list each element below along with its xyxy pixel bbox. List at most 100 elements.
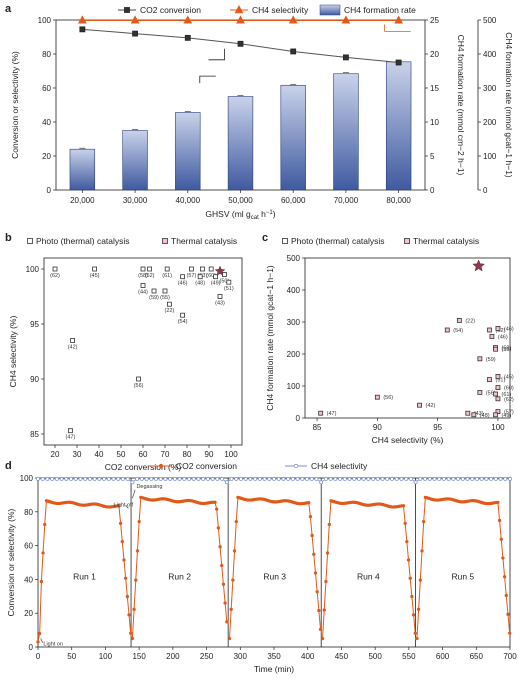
this-work-star-c: [472, 259, 486, 272]
conversion-point-d: [137, 520, 141, 524]
selectivity-point-d: [116, 476, 121, 481]
xtick-label-b: 30: [73, 450, 82, 459]
conversion-line-d: [322, 500, 416, 639]
conversion-point-d: [118, 521, 123, 525]
point-ref-b: (62): [50, 273, 60, 279]
point-ref-b: (57): [187, 273, 197, 279]
data-point-b: [164, 266, 170, 272]
xtick-label-d: 500: [368, 652, 382, 661]
conversion-point: [290, 48, 297, 55]
xlabel-a: GHSV (ml gcat h−1): [205, 209, 275, 221]
conversion-point-d: [220, 563, 224, 568]
rate-bar: [280, 84, 306, 191]
conversion-point-d: [39, 579, 44, 584]
selectivity-point-d: [432, 476, 437, 481]
point-ref-b: (44): [138, 290, 148, 296]
legend-marker-selectivity: [234, 4, 244, 14]
point-ref-c: (55): [502, 347, 512, 353]
rate-bar: [69, 148, 96, 191]
selectivity-point-d: [267, 476, 272, 481]
selectivity-point-d: [333, 476, 338, 481]
selectivity-point-d: [73, 476, 78, 481]
ytick-label-d: 100: [20, 474, 34, 483]
data-point-b: [217, 294, 223, 299]
legend-label-conversion: CO2 conversion: [140, 5, 201, 15]
conversion-point-d: [318, 627, 323, 631]
run-label: Run 2: [168, 571, 191, 581]
ytick-label-right2: 100: [483, 152, 497, 161]
point-ref-b: (46): [178, 281, 188, 287]
ytick-label-b: 95: [30, 320, 39, 329]
xtick-label-b: 60: [139, 450, 148, 459]
conversion-point-d: [420, 549, 424, 553]
selectivity-point-d: [144, 476, 149, 481]
ytick-label-c: 300: [287, 318, 301, 327]
ytick-label-right1: 20: [430, 50, 439, 59]
selectivity-point-d: [342, 476, 347, 481]
legend-label-thermal-c: Thermal catalysis: [413, 236, 479, 246]
ytick-label-left: 60: [42, 84, 51, 93]
point-ref-b: (59): [149, 295, 159, 301]
selectivity-point-d: [295, 476, 300, 481]
ytick-label-left: 40: [42, 118, 51, 127]
point-ref-b: (55): [160, 295, 170, 301]
conversion-point-d: [496, 500, 500, 505]
point-ref-c: (60): [504, 386, 514, 392]
ylabel-right1-a: CH4 formation rate (mmol cm−2 h−1): [456, 35, 466, 176]
ylabel-left-a: Conversion or selectivity (%): [10, 51, 20, 159]
selectivity-point-d: [168, 476, 173, 481]
point-ref-c: (56): [383, 395, 393, 401]
selectivity-point-d: [281, 476, 286, 481]
selectivity-point-d: [470, 476, 475, 481]
annotation-pointer-light-off: [125, 504, 129, 509]
xtick-label-c: 100: [491, 423, 505, 432]
conversion-point: [184, 34, 191, 41]
arrow-selectivity-right: [384, 24, 411, 32]
conversion-point: [132, 30, 138, 37]
point-ref-b: (51): [224, 286, 234, 292]
point-ref-c: (57): [504, 410, 514, 416]
ytick-label-b: 100: [26, 265, 40, 274]
rate-bar: [333, 73, 359, 191]
legend-label-photo-b: Photo (thermal) catalysis: [36, 236, 130, 246]
this-work-star-b: [214, 265, 226, 276]
conversion-point: [395, 59, 402, 66]
plot-frame-d: [37, 477, 511, 648]
xtick-label-b: 70: [161, 450, 170, 459]
data-point-c: [493, 412, 498, 418]
selectivity-point-d: [456, 476, 461, 481]
ytick-label-right2: 0: [483, 186, 488, 195]
ytick-label-right2: 400: [483, 50, 497, 59]
selectivity-point-d: [347, 476, 352, 481]
conversion-point-d: [41, 551, 45, 555]
rate-bar: [227, 96, 254, 191]
conversion-point-d: [232, 549, 237, 553]
xlabel-a-part: ): [273, 209, 276, 219]
conversion-point-d: [130, 636, 135, 641]
selectivity-point-d: [69, 476, 73, 481]
conversion-point-d: [129, 631, 133, 635]
point-ref-b: (43): [215, 301, 225, 307]
data-point-c: [495, 396, 501, 402]
data-point-c: [477, 389, 483, 395]
point-ref-c: (58): [502, 346, 512, 352]
selectivity-point-d: [205, 476, 210, 481]
selectivity-point-d: [196, 476, 201, 481]
conversion-point-d: [320, 636, 325, 641]
data-point-b: [136, 376, 142, 382]
conversion-point-d: [506, 612, 510, 616]
xtick-label-b: 20: [51, 450, 60, 459]
conversion-line-d: [228, 496, 322, 639]
data-point-b: [213, 274, 219, 280]
conversion-point-d: [325, 551, 330, 555]
point-ref-c: (46): [498, 334, 508, 340]
legend-marker-conversion-d: [158, 463, 164, 469]
point-ref-b: (22): [165, 308, 175, 314]
xlabel-a-part: cat: [251, 215, 259, 221]
xtick-label-a: 80,000: [386, 196, 411, 205]
selectivity-point-d: [375, 476, 380, 481]
selectivity-point-d: [385, 476, 390, 481]
point-ref-c: (56): [486, 390, 496, 396]
ytick-label-right1: 5: [430, 152, 435, 161]
